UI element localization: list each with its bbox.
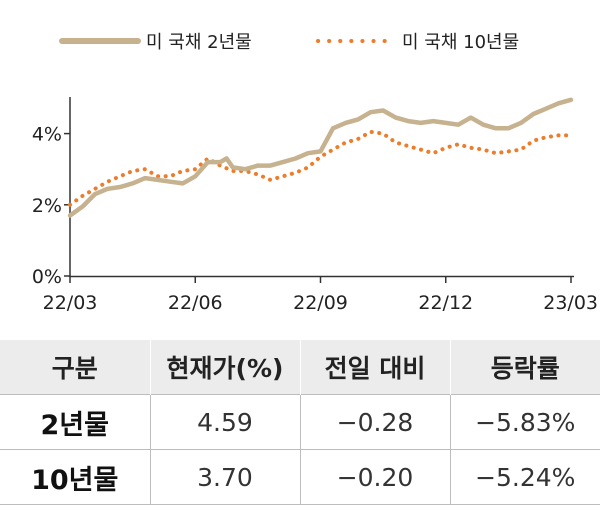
x-tick-label: 22/03 [43, 292, 98, 314]
cell-current-price: 3.70 [149, 449, 300, 505]
header-category: 구분 [0, 340, 150, 395]
legend-label-10y: 미 국채 10년물 [402, 32, 519, 53]
series-line-2y [67, 97, 574, 218]
x-tick-label: 22/06 [168, 292, 223, 314]
yield-chart: 미 국채 2년물 미 국채 10년물 0%2%4% 22/03 22/06 22/0… [32, 32, 598, 314]
series-layer [67, 97, 574, 218]
cell-day-change: −0.28 [299, 394, 450, 450]
x-tick-label: 22/12 [418, 292, 473, 314]
y-ticks: 0% 2% 4% [32, 124, 70, 288]
x-tick-label: 22/09 [293, 292, 348, 314]
header-change-rate: 등락률 [449, 340, 600, 395]
series-line-10y [68, 129, 573, 207]
header-current-price: 현재가(%) [149, 340, 300, 395]
legend: 미 국채 2년물 미 국채 10년물 [59, 32, 519, 53]
legend-label-2y: 미 국채 2년물 [146, 32, 252, 53]
y-tick-label: 0% [32, 266, 62, 288]
cell-change-rate: −5.83% [449, 394, 600, 450]
cell-change-rate: −5.24% [449, 449, 600, 505]
row-label: 2년물 [0, 394, 150, 450]
yield-table: 구분 현재가(%) 전일 대비 등락률 2년물 4.59 −0.28 −5.83… [0, 340, 600, 505]
x-tick-label: 23/03 [543, 292, 598, 314]
header-day-change: 전일 대비 [299, 340, 450, 395]
row-label: 10년물 [0, 449, 150, 505]
cell-day-change: −0.20 [299, 449, 450, 505]
table-row: 2년물 4.59 −0.28 −5.83% [0, 394, 600, 450]
cell-current-price: 4.59 [149, 394, 300, 450]
table-header-row: 구분 현재가(%) 전일 대비 등락률 [0, 340, 600, 395]
y-tick-label: 2% [32, 195, 62, 217]
table-row: 10년물 3.70 −0.20 −5.24% [0, 449, 600, 505]
y-tick-label: 4% [32, 124, 62, 146]
x-ticks: 22/03 22/06 22/09 22/12 23/03 [43, 276, 598, 314]
